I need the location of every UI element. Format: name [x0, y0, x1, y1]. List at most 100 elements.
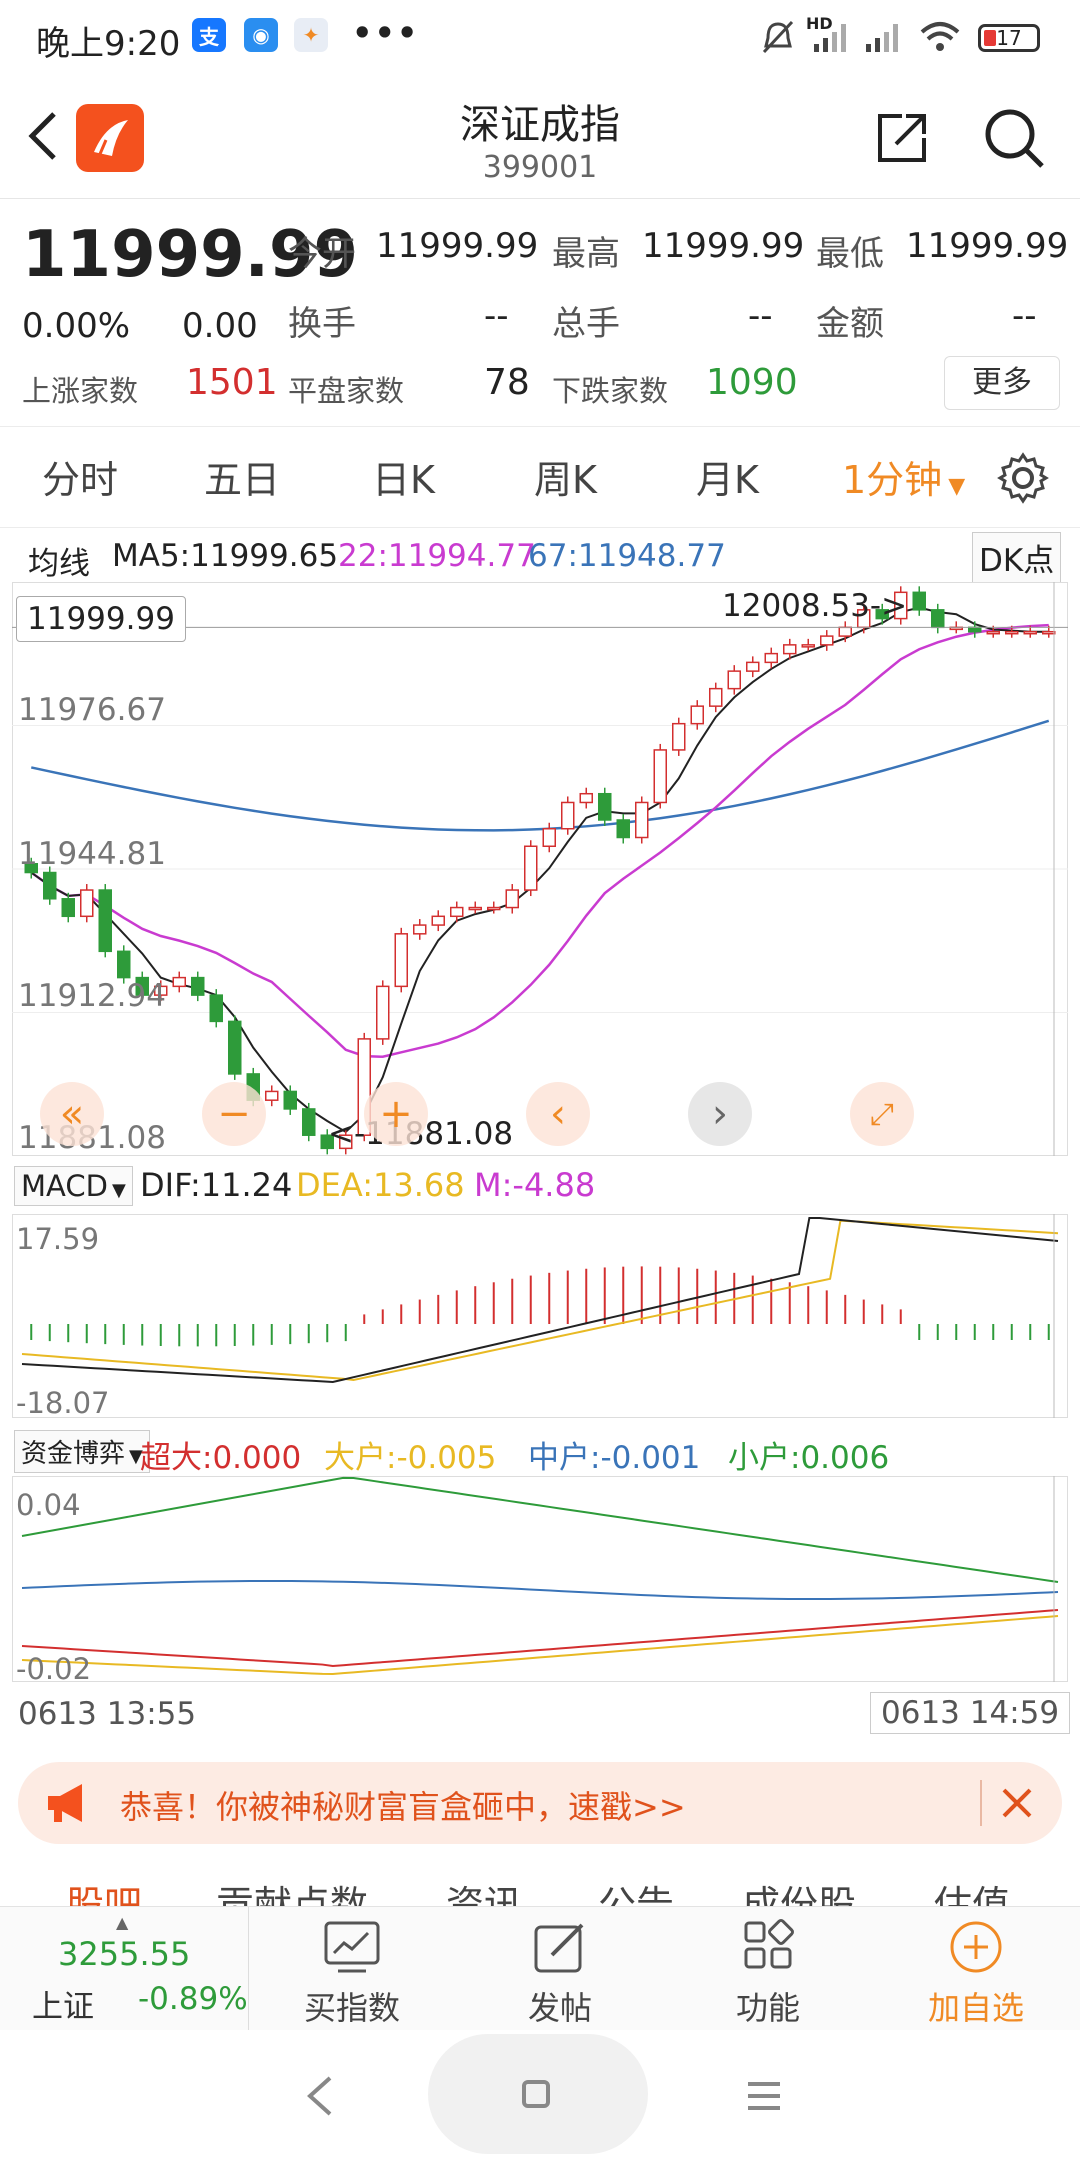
promo-banner[interactable]: 恭喜！你被神秘财富盲盒砸中，速戳>>: [18, 1762, 1062, 1844]
candle: [487, 906, 501, 911]
status-bar: 晚上9:20 支 ◉ ✦ ••• HD 17: [0, 0, 1080, 76]
candle: [43, 871, 57, 900]
down-count-label: 下跌家数: [552, 374, 669, 408]
fund-y-top: 0.04: [16, 1488, 81, 1522]
dk-point-button[interactable]: DK点: [972, 532, 1062, 583]
tab-five-day[interactable]: 五日: [204, 458, 281, 502]
close-icon[interactable]: [998, 1784, 1036, 1822]
bottom-nav: ▲ 3255.55 上证 -0.89% 买指数 发帖 功能: [0, 1906, 1080, 2031]
caret-down-icon: ▼: [111, 1180, 126, 1201]
zoom-out-button[interactable]: −: [202, 1082, 266, 1146]
high-marker: 12008.53->: [722, 588, 908, 624]
fund-selector[interactable]: 资金博弈 ▼: [14, 1430, 150, 1473]
zoom-in-button[interactable]: +: [364, 1082, 428, 1146]
candle: [801, 644, 815, 648]
macd-dif: DIF:11.24: [140, 1166, 293, 1204]
chart-tabs: 分时 五日 日K 周K 月K 1分钟 ▼: [0, 426, 1080, 528]
dea-line: [21, 1219, 1059, 1382]
candle: [431, 915, 445, 926]
fund-y-bottom: -0.02: [16, 1652, 92, 1686]
prev-button[interactable]: ‹: [526, 1082, 590, 1146]
candle: [616, 819, 630, 839]
amount-value: --: [1012, 296, 1037, 336]
flat-count: 78: [484, 362, 530, 403]
candle: [746, 661, 760, 672]
candle: [505, 889, 519, 909]
gear-icon[interactable]: [996, 451, 1050, 505]
y-label-2: 11944.81: [18, 836, 166, 872]
fullscreen-icon[interactable]: ⤢: [850, 1082, 914, 1146]
ma67-value: 67:11948.77: [528, 538, 726, 574]
candle: [653, 749, 667, 804]
status-time: 晚上9:20: [36, 24, 181, 64]
add-watchlist-button[interactable]: 加自选: [876, 1907, 1076, 2031]
sub-tab-valuation[interactable]: 估值: [934, 1883, 1011, 1906]
next-button[interactable]: ›: [688, 1082, 752, 1146]
fund-large: 大户:-0.005: [324, 1440, 497, 1476]
candle: [172, 976, 186, 988]
share-icon[interactable]: [872, 108, 932, 168]
candle: [709, 687, 723, 707]
ma5-line: [30, 606, 1049, 1134]
tab-one-minute[interactable]: 1分钟 ▼: [842, 458, 966, 502]
sub-tab-constituents[interactable]: 成份股: [742, 1883, 857, 1906]
stock-code: 399001: [482, 150, 598, 185]
amount-label: 金额: [816, 304, 884, 344]
up-count-label: 上涨家数: [22, 374, 139, 408]
high-label: 最高: [552, 234, 620, 274]
nav-menu-icon[interactable]: [744, 2078, 784, 2114]
price-chart[interactable]: [12, 582, 1068, 1156]
candle: [450, 906, 464, 918]
high-value: 11999.99: [642, 226, 805, 266]
candle: [339, 1134, 353, 1150]
time-start: 0613 13:55: [18, 1696, 197, 1732]
candle: [690, 705, 704, 725]
tab-monthly-k[interactable]: 月K: [696, 458, 759, 502]
functions-button[interactable]: 功能: [668, 1907, 868, 2031]
sub-tab-forum[interactable]: 股吧: [66, 1883, 143, 1906]
rewind-button[interactable]: «: [40, 1082, 104, 1146]
alipay-icon: 支: [192, 18, 226, 52]
grid-icon: [744, 1919, 794, 1969]
ma22-value: 22:11994.77: [338, 538, 536, 574]
down-count: 1090: [706, 362, 798, 403]
search-icon[interactable]: [980, 104, 1050, 174]
change-pct: 0.00%: [22, 306, 131, 346]
page-title: 深证成指: [460, 102, 620, 148]
nav-back-icon[interactable]: [302, 2074, 338, 2118]
ma-legend: 均线 MA5:11999.65 22:11994.77 67:11948.77 …: [0, 532, 1080, 583]
tab-intraday[interactable]: 分时: [42, 458, 119, 502]
macd-selector[interactable]: MACD ▼: [14, 1166, 133, 1206]
mid-line: [21, 1579, 1059, 1601]
candle: [154, 985, 168, 996]
ma5-value: MA5:11999.65: [112, 538, 339, 574]
candle: [672, 722, 686, 751]
sub-tab-announcement[interactable]: 公告: [598, 1883, 675, 1906]
more-notifications-icon: •••: [352, 14, 420, 52]
tab-daily-k[interactable]: 日K: [372, 458, 435, 502]
sub-tab-contribution[interactable]: 贡献点数: [216, 1883, 369, 1906]
candle: [117, 950, 131, 979]
fund-super: 超大:0.000: [140, 1440, 302, 1476]
open-value: 11999.99: [376, 226, 539, 266]
index-name: 上证: [32, 1989, 94, 2025]
macd-m: M:-4.88: [474, 1166, 596, 1204]
fund-frame: [12, 1476, 1068, 1682]
home-icon: [522, 2080, 550, 2108]
tab-weekly-k[interactable]: 周K: [534, 458, 597, 502]
post-button[interactable]: 发帖: [460, 1907, 660, 2031]
buy-index-button[interactable]: 买指数: [252, 1907, 452, 2031]
sub-tab-news[interactable]: 资讯: [446, 1883, 523, 1906]
index-ticker[interactable]: ▲ 3255.55 上证 -0.89%: [0, 1907, 249, 2031]
candle: [524, 845, 538, 891]
candle: [302, 1108, 316, 1136]
candle: [1005, 630, 1019, 635]
nav-home-button[interactable]: [428, 2034, 648, 2154]
change-value: 0.00: [182, 306, 258, 346]
macd-dea: DEA:13.68: [296, 1166, 465, 1204]
candle: [635, 801, 649, 839]
super-line: [21, 1609, 1059, 1668]
chevron-left-icon[interactable]: [22, 108, 62, 164]
candle: [98, 889, 112, 953]
more-button[interactable]: 更多: [944, 356, 1060, 410]
